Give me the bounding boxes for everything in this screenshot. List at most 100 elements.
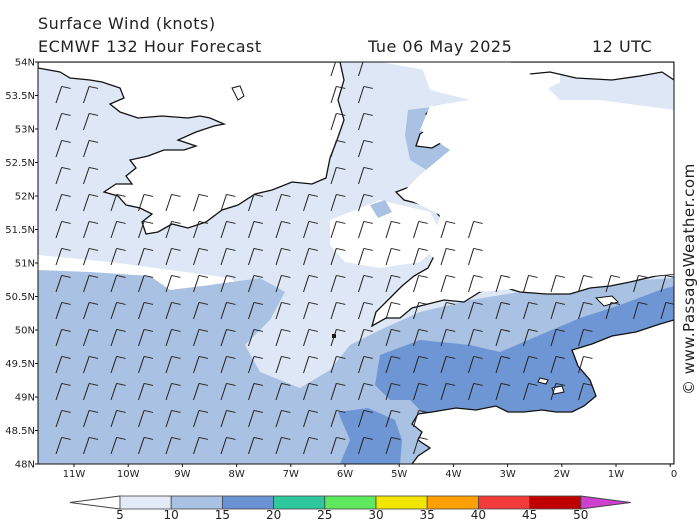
wind-barb [358, 274, 373, 293]
wind-barb [193, 220, 209, 239]
wind-barb [660, 301, 674, 320]
wind-barb [83, 328, 99, 347]
wind-barb [440, 247, 456, 266]
wind-barb [55, 247, 71, 266]
wind-barb [83, 274, 99, 293]
wind-barb [275, 193, 291, 212]
wind-barb [55, 220, 71, 239]
colorbar-tick-label: 20 [266, 508, 281, 522]
wind-barb [275, 382, 291, 401]
wind-barb [248, 220, 264, 239]
wind-barb [55, 409, 71, 428]
wind-barb [358, 355, 373, 374]
wind-barb [248, 301, 264, 320]
lat-label: 53.5N [5, 91, 35, 102]
wind-barb [220, 193, 236, 212]
lat-label: 49.5N [5, 359, 35, 370]
wind-barb [83, 382, 99, 401]
wind-barb [138, 220, 154, 239]
colorbar-tick-label: 15 [215, 508, 230, 522]
wind-barb [110, 328, 126, 347]
wind-barb [275, 328, 291, 347]
lat-label: 50.5N [5, 292, 35, 303]
lat-label: 51.5N [5, 225, 35, 236]
wind-barb [330, 436, 346, 455]
wind-barb [578, 328, 593, 347]
wind-barb [413, 274, 428, 293]
lat-label: 52.5N [5, 158, 35, 169]
wind-barb [193, 274, 209, 293]
wind-barb [468, 274, 483, 293]
wind-barb [275, 220, 291, 239]
wind-barb [193, 382, 209, 401]
wind-barb [605, 274, 621, 293]
wind-barb [468, 328, 483, 347]
wind-barb [220, 247, 236, 266]
wind-barb [55, 112, 71, 131]
wind-barb [138, 382, 154, 401]
wind-barb [165, 247, 181, 266]
wind-barb [495, 355, 511, 374]
wind-barb [83, 85, 99, 104]
wind-barb [193, 193, 209, 212]
wind-barb [330, 112, 346, 131]
wind-barb [330, 355, 346, 374]
wind-barb [275, 274, 291, 293]
wind-barb [165, 301, 181, 320]
wind-barb [633, 274, 648, 293]
lat-label: 54N [15, 58, 35, 69]
wind-barb [83, 139, 99, 158]
wind-barb [248, 355, 264, 374]
wind-barb [110, 274, 126, 293]
lat-label: 52N [15, 192, 35, 203]
wind-barb [358, 139, 373, 158]
wind-barb [165, 409, 181, 428]
wind-barb [550, 328, 566, 347]
wind-barb [660, 274, 674, 293]
colorbar-tick-label: 50 [573, 508, 588, 522]
longitude-labels: 11W 10W 9W 8W 7W 6W 5W 4W 3W 2W 1W 0 [63, 464, 677, 480]
wind-barb [550, 274, 566, 293]
wind-barb [358, 85, 373, 104]
wind-barb [83, 112, 99, 131]
wind-barb [385, 409, 401, 428]
lon-label: 1W [608, 469, 624, 480]
wind-barb [578, 382, 593, 401]
wind-barb [110, 409, 126, 428]
wind-barb [55, 85, 71, 104]
wind-barb [523, 328, 538, 347]
title-line1: Surface Wind (knots) [38, 14, 216, 33]
lon-label: 0 [671, 469, 677, 480]
wind-barb [413, 247, 428, 266]
wind-barb [358, 301, 373, 320]
wind-barb [330, 409, 346, 428]
wind-barb [248, 328, 264, 347]
wind-barb [165, 193, 181, 212]
wind-barb [165, 355, 181, 374]
wind-barb [303, 436, 318, 455]
wind-barb [110, 220, 126, 239]
wind-barb [413, 436, 428, 455]
wind-barb [303, 301, 318, 320]
wind-barb [220, 355, 236, 374]
wind-barb [55, 301, 71, 320]
wind-barb [385, 220, 401, 239]
wind-barb [83, 355, 99, 374]
wind-barb [303, 193, 318, 212]
wind-barb [330, 274, 346, 293]
wind-barb [220, 409, 236, 428]
wind-barb [413, 409, 428, 428]
wind-barb [165, 328, 181, 347]
lon-label: 11W [63, 469, 86, 480]
wind-barb [550, 355, 566, 374]
wind-barb [578, 355, 593, 374]
wind-barb [413, 301, 428, 320]
wind-barb [138, 328, 154, 347]
wind-barb [523, 382, 538, 401]
wind-barb [303, 274, 318, 293]
wind-barb [248, 409, 264, 428]
colorbar-left-arrow [69, 495, 121, 510]
wind-barb [248, 436, 264, 455]
wind-barb [330, 220, 346, 239]
wind-barb [220, 382, 236, 401]
